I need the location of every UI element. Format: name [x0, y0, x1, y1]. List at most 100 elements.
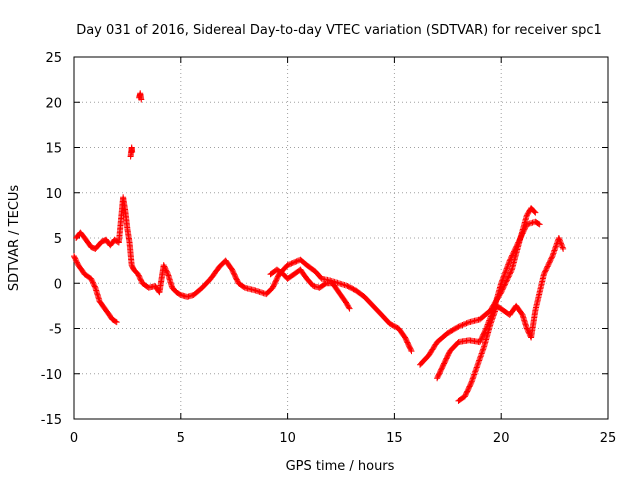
data-point	[289, 259, 296, 266]
data-point	[293, 258, 300, 265]
data-point	[545, 260, 552, 267]
y-tick-label: 20	[45, 96, 62, 111]
data-point	[138, 277, 145, 284]
data-point	[91, 282, 98, 289]
data-point	[454, 324, 461, 331]
data-point	[542, 268, 549, 275]
data-point	[509, 251, 516, 258]
data-point	[547, 256, 554, 263]
chart-title: Day 031 of 2016, Sidereal Day-to-day VTE…	[76, 23, 602, 38]
data-point	[547, 258, 554, 265]
data-point	[522, 224, 529, 231]
data-point	[463, 320, 470, 327]
data-point	[161, 263, 168, 270]
data-point	[503, 265, 510, 272]
data-point	[524, 326, 531, 333]
data-point	[464, 319, 471, 326]
data-point	[511, 247, 518, 254]
data-point	[514, 242, 521, 249]
data-point	[408, 348, 415, 355]
data-point	[287, 261, 294, 268]
y-axis-label: SDTVAR / TECUs	[7, 185, 22, 292]
data-point	[73, 258, 80, 265]
y-tick-label: -15	[41, 413, 62, 428]
data-point	[541, 269, 548, 276]
data-point	[459, 321, 466, 328]
data-point	[548, 254, 555, 261]
data-point	[407, 346, 414, 353]
y-tick-label: 10	[45, 187, 62, 202]
data-point	[555, 235, 562, 241]
data-point	[498, 278, 505, 285]
data-point	[513, 243, 520, 250]
data-point	[288, 260, 295, 267]
data-point	[536, 221, 543, 228]
data-point	[135, 271, 142, 278]
data-point	[503, 266, 510, 273]
y-tick-label: -10	[41, 368, 62, 383]
data-point	[89, 279, 96, 286]
data-point	[284, 262, 291, 269]
data-point	[510, 249, 517, 256]
data-point	[506, 257, 513, 264]
data-point	[161, 264, 168, 271]
data-point	[543, 266, 550, 273]
data-point	[164, 269, 171, 276]
data-point	[505, 273, 512, 280]
data-point	[467, 381, 474, 388]
x-tick-label: 15	[386, 431, 403, 446]
data-point	[532, 209, 539, 216]
data-point	[525, 328, 532, 335]
data-point	[499, 277, 506, 284]
data-point	[113, 319, 120, 326]
data-point	[544, 263, 551, 270]
data-point	[521, 226, 528, 233]
y-tick-label: -5	[49, 323, 62, 338]
data-point	[520, 229, 527, 236]
data-point	[508, 268, 515, 275]
y-tick-label: 15	[45, 142, 62, 157]
data-point	[504, 264, 511, 271]
data-point	[502, 269, 509, 276]
data-point	[531, 208, 538, 215]
data-point	[138, 96, 145, 103]
data-point	[556, 236, 563, 243]
data-point	[499, 276, 506, 283]
data-point	[500, 273, 507, 280]
data-point	[517, 234, 524, 241]
data-point	[90, 280, 97, 287]
data-point	[72, 255, 79, 262]
data-point	[518, 233, 525, 240]
x-tick-label: 20	[493, 431, 510, 446]
data-point	[507, 256, 514, 263]
data-point	[523, 325, 530, 332]
data-point	[522, 225, 529, 232]
data-point	[558, 240, 565, 247]
data-point	[515, 238, 522, 245]
data-point	[71, 254, 78, 261]
data-point	[512, 244, 519, 251]
data-point	[285, 261, 292, 268]
grid	[74, 57, 608, 419]
data-point	[460, 321, 467, 328]
data-point	[501, 272, 508, 279]
data-point	[500, 274, 507, 281]
data-point	[559, 243, 566, 250]
data-point	[557, 239, 564, 246]
data-point	[548, 255, 555, 262]
data-point	[72, 256, 79, 263]
data-point	[71, 253, 77, 260]
data-point	[556, 237, 563, 244]
data-point	[516, 236, 523, 243]
data-point	[543, 264, 550, 271]
data-point	[135, 272, 142, 279]
data-point	[506, 270, 513, 277]
data-point	[345, 304, 352, 311]
data-point	[511, 248, 518, 255]
data-point	[517, 235, 524, 242]
data-point	[456, 323, 463, 330]
data-point	[507, 269, 514, 276]
data-point	[546, 259, 553, 266]
data-point	[163, 267, 170, 274]
